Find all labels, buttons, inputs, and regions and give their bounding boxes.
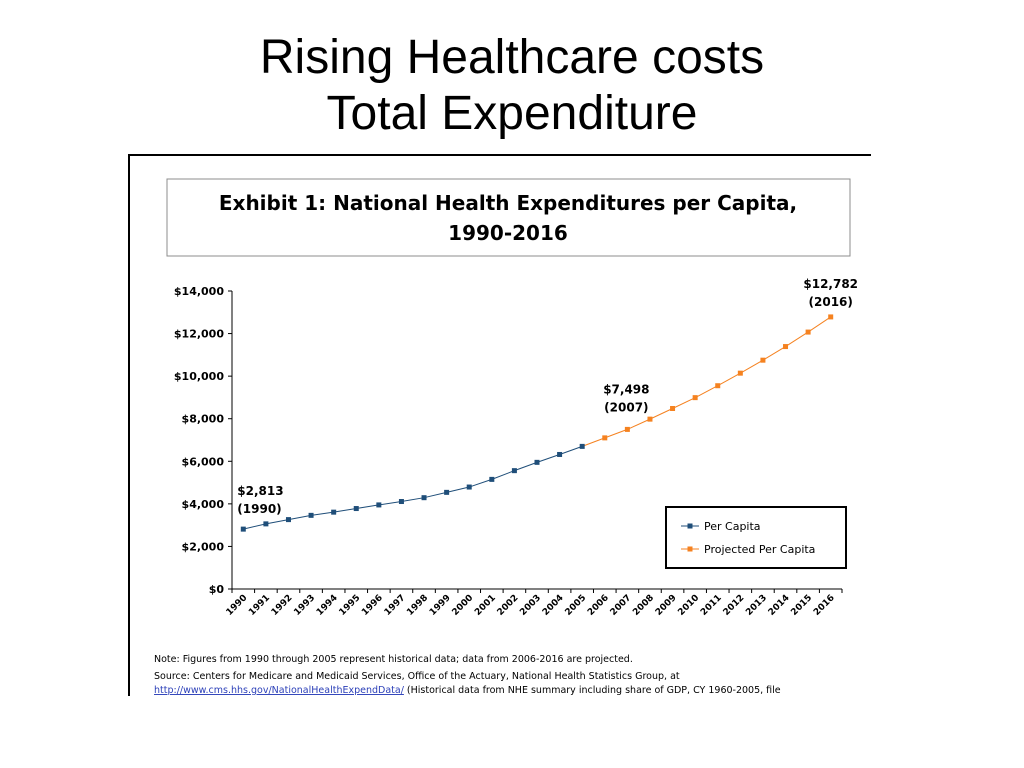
data-point-projected-per-capita-2015 bbox=[805, 329, 811, 335]
data-point-per-capita-2001 bbox=[489, 476, 495, 482]
x-tick-label: 2008 bbox=[631, 593, 656, 618]
x-tick-label: 2006 bbox=[586, 593, 611, 618]
data-point-per-capita-1993 bbox=[308, 512, 314, 518]
x-tick-label: 1990 bbox=[225, 593, 250, 618]
data-point-projected-per-capita-2006 bbox=[602, 435, 608, 441]
exhibit-title-box bbox=[166, 178, 851, 257]
data-point-projected-per-capita-2016 bbox=[828, 314, 834, 320]
series-layer bbox=[240, 314, 834, 532]
x-tick-label: 1995 bbox=[338, 593, 363, 618]
data-point-per-capita-2000 bbox=[466, 484, 472, 490]
y-axis-ticks: $0 $2,000 $4,000 $6,000 $8,000 $10,000 $12,000… bbox=[174, 285, 232, 596]
legend-label-projected: Projected Per Capita bbox=[704, 543, 815, 556]
data-point-projected-per-capita-2010 bbox=[692, 395, 698, 401]
annotation-value-1990: $2,813 bbox=[237, 484, 283, 498]
x-tick-label: 2014 bbox=[767, 593, 792, 618]
series-line-projected-per-capita bbox=[582, 316, 831, 447]
x-tick-label: 2000 bbox=[451, 593, 476, 618]
y-tick-label: $14,000 bbox=[174, 285, 224, 298]
x-tick-label: 1991 bbox=[247, 593, 272, 618]
data-point-per-capita-2004 bbox=[557, 451, 563, 457]
annotation-value-2007: $7,498 bbox=[603, 382, 649, 396]
legend-label-per-capita: Per Capita bbox=[704, 520, 761, 533]
title-underline bbox=[128, 154, 871, 156]
x-tick-label: 2015 bbox=[789, 593, 814, 618]
x-tick-label: 2007 bbox=[609, 593, 634, 618]
source-link[interactable]: http://www.cms.hhs.gov/NationalHealthExp… bbox=[154, 685, 405, 696]
x-tick-label: 2005 bbox=[564, 593, 589, 618]
data-point-per-capita-1998 bbox=[421, 495, 427, 501]
y-tick-label: $10,000 bbox=[174, 370, 224, 383]
chart-source-line-2: http://www.cms.hhs.gov/NationalHealthExp… bbox=[154, 685, 781, 696]
x-tick-label: 1997 bbox=[383, 593, 408, 618]
data-point-per-capita-1991 bbox=[263, 521, 269, 527]
x-tick-label: 2016 bbox=[812, 593, 837, 618]
slide-title: Rising Healthcare costs Total Expenditur… bbox=[0, 30, 1024, 142]
x-tick-label: 2003 bbox=[518, 593, 543, 618]
data-point-per-capita-1996 bbox=[376, 502, 382, 508]
data-point-per-capita-1995 bbox=[353, 506, 359, 512]
x-tick-label: 2010 bbox=[676, 593, 701, 618]
x-tick-label: 2001 bbox=[473, 593, 498, 618]
x-tick-label: 1996 bbox=[360, 593, 385, 618]
x-tick-label: 2009 bbox=[654, 593, 679, 618]
annotation-year-2016: (2016) bbox=[809, 295, 853, 309]
chart-note: Note: Figures from 1990 through 2005 rep… bbox=[154, 654, 633, 665]
data-point-projected-per-capita-2012 bbox=[737, 370, 743, 376]
data-point-projected-per-capita-2011 bbox=[715, 383, 721, 389]
data-point-per-capita-2002 bbox=[511, 468, 517, 474]
x-tick-label: 2012 bbox=[722, 593, 747, 618]
x-tick-label: 2002 bbox=[496, 593, 521, 618]
legend-box bbox=[665, 506, 847, 569]
exhibit-title-line-2: 1990-2016 bbox=[448, 221, 568, 245]
x-tick-label: 2004 bbox=[541, 593, 566, 618]
exhibit-chart: Exhibit 1: National Health Expenditures … bbox=[154, 178, 858, 696]
data-point-per-capita-2003 bbox=[534, 459, 540, 465]
legend: Per Capita Projected Per Capita bbox=[665, 506, 847, 569]
data-point-per-capita-1990 bbox=[240, 526, 246, 532]
x-tick-label: 1998 bbox=[405, 593, 430, 618]
data-point-projected-per-capita-2014 bbox=[783, 344, 789, 350]
data-point-per-capita-2005 bbox=[579, 443, 585, 449]
data-point-projected-per-capita-2008 bbox=[647, 416, 653, 422]
annotation-value-2016: $12,782 bbox=[803, 277, 858, 291]
annotation-year-2007: (2007) bbox=[604, 400, 648, 414]
x-tick-label: 1992 bbox=[270, 593, 295, 618]
y-tick-label: $4,000 bbox=[182, 498, 225, 511]
y-tick-label: $0 bbox=[209, 583, 225, 596]
data-point-projected-per-capita-2007 bbox=[624, 426, 630, 432]
slide-title-line-1: Rising Healthcare costs bbox=[259, 31, 765, 84]
data-point-projected-per-capita-2013 bbox=[760, 357, 766, 363]
annotation-year-1990: (1990) bbox=[237, 502, 281, 516]
chart-source-line-1: Source: Centers for Medicare and Medicai… bbox=[154, 671, 680, 682]
x-tick-label: 2011 bbox=[699, 593, 724, 618]
y-tick-label: $6,000 bbox=[182, 455, 225, 468]
y-tick-label: $8,000 bbox=[182, 413, 225, 426]
x-axis-ticks: 1990199119921993199419951996199719981999… bbox=[225, 589, 843, 618]
annotation-layer: $2,813 (1990) $7,498 (2007) $12,782 (2016) bbox=[237, 277, 858, 516]
series-line-per-capita bbox=[243, 445, 583, 530]
legend-marker-projected bbox=[687, 546, 693, 552]
slide-title-line-2: Total Expenditure bbox=[326, 87, 698, 140]
chart-left-border bbox=[128, 155, 130, 696]
y-tick-label: $12,000 bbox=[174, 328, 224, 341]
source-line-2-rest: (Historical data from NHE summary includ… bbox=[404, 685, 781, 696]
legend-marker-per-capita bbox=[687, 523, 693, 529]
x-tick-label: 2013 bbox=[744, 593, 769, 618]
y-tick-label: $2,000 bbox=[182, 540, 225, 553]
exhibit-title-line-1: Exhibit 1: National Health Expenditures … bbox=[219, 191, 797, 215]
data-point-per-capita-1992 bbox=[285, 517, 291, 523]
data-point-per-capita-1994 bbox=[331, 509, 337, 515]
x-tick-label: 1993 bbox=[292, 593, 317, 618]
data-point-projected-per-capita-2009 bbox=[670, 405, 676, 411]
data-point-per-capita-1999 bbox=[444, 489, 450, 495]
x-tick-label: 1999 bbox=[428, 593, 453, 618]
x-tick-label: 1994 bbox=[315, 593, 340, 618]
data-point-per-capita-1997 bbox=[398, 499, 404, 505]
